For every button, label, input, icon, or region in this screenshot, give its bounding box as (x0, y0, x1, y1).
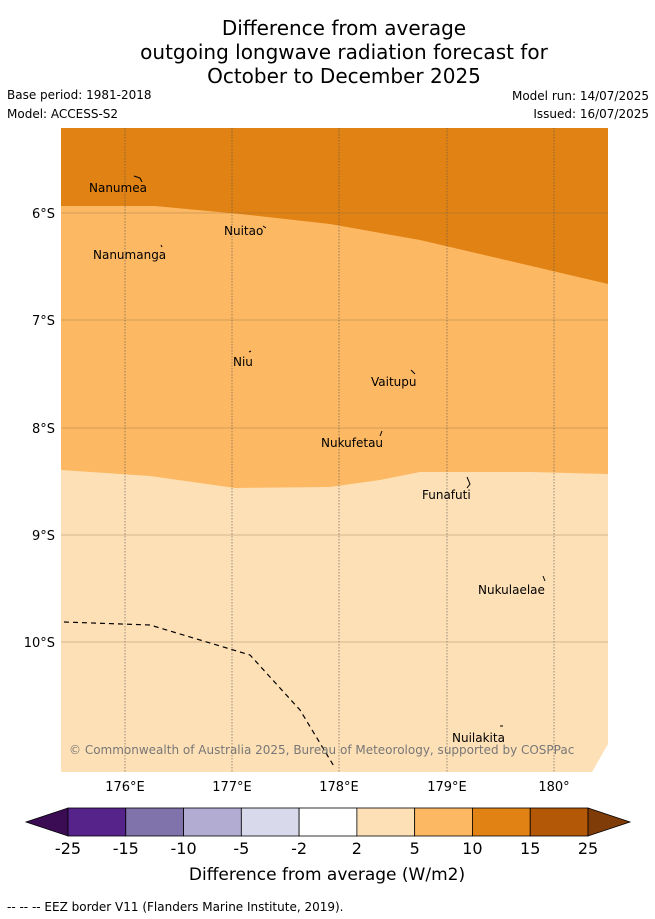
colorbar-arrow-low (24, 807, 69, 837)
islands (133, 175, 546, 727)
title-line-1: Difference from average (221, 16, 467, 40)
colorbar-tick-label: -5 (233, 839, 249, 858)
latitude-lines (61, 212, 608, 643)
eez-border-line (63, 621, 336, 769)
island-nanumanga-shape (160, 244, 163, 248)
place-label-nuilakita: Nuilakita (452, 731, 505, 745)
colorbar-cell (67, 807, 127, 837)
island-niu-shape (248, 350, 252, 353)
colorbar-tick-label: -10 (170, 839, 196, 858)
colorbar-tick-label: -2 (291, 839, 307, 858)
island-funafuti-shape (466, 476, 471, 489)
eez-legend-text: -- -- -- EEZ border V11 (Flanders Marine… (7, 900, 344, 914)
title-line-3: October to December 2025 (207, 64, 481, 88)
island-vaitupu-shape (410, 369, 416, 375)
colorbar-cell (472, 807, 531, 837)
colorbar-tick-label: 25 (578, 839, 598, 858)
place-label-funafuti: Funafuti (422, 488, 471, 502)
colorbar-cell (298, 807, 358, 837)
lat-tick-label: 10°S (24, 636, 55, 651)
copyright-text: © Commonwealth of Australia 2025, Bureau… (69, 743, 574, 757)
lat-tick-label: 7°S (32, 314, 55, 329)
colorbar-cells (67, 807, 589, 837)
colorbar-tick-label: 10 (462, 839, 482, 858)
issued-text: Issued: 16/07/2025 (533, 107, 649, 121)
colorbar-tick-label: 15 (520, 839, 540, 858)
colorbar-tick-label: 2 (352, 839, 362, 858)
place-label-nukufetau: Nukufetau (321, 436, 383, 450)
island-nuitao-shape (262, 225, 267, 229)
colorbar-tick-label: -15 (113, 839, 139, 858)
place-label-niu: Niu (233, 355, 253, 369)
place-label-nuitao: Nuitao (224, 224, 263, 238)
colorbar-cell (414, 807, 473, 837)
band-10-to-15 (61, 128, 608, 284)
colorbar-tick-label: 5 (410, 839, 420, 858)
model-run-text: Model run: 14/07/2025 (511, 89, 649, 103)
graticule (124, 128, 555, 772)
model-text: Model: ACCESS-S2 (7, 107, 119, 121)
colorbar-cell (240, 807, 300, 837)
island-nanumea-shape (133, 175, 143, 183)
place-label-nanumea: Nanumea (89, 181, 147, 195)
lon-tick-label: 176°E (105, 780, 145, 795)
colorbar-cell (356, 807, 416, 837)
lat-tick-label: 6°S (32, 207, 55, 222)
lat-tick-label: 8°S (32, 422, 55, 437)
colorbar-tick-label: -25 (55, 839, 81, 858)
lat-tick-label: 9°S (32, 529, 55, 544)
place-label-nanumanga: Nanumanga (93, 248, 166, 262)
island-nukulaelae-shape (542, 575, 546, 582)
colorbar-cell (125, 807, 184, 837)
base-period-text: Base period: 1981-2018 (7, 88, 152, 102)
lon-tick-label: 177°E (212, 780, 252, 795)
lon-tick-label: 180° (538, 780, 569, 795)
map-panel (61, 128, 608, 772)
colorbar-cell (183, 807, 242, 837)
colorbar-cell (529, 807, 589, 837)
colorbar (24, 807, 632, 837)
title-line-2: outgoing longwave radiation forecast for (140, 40, 548, 64)
colorbar-arrow-high (587, 807, 632, 837)
colorbar-label: Difference from average (W/m2) (189, 865, 465, 885)
place-label-vaitupu: Vaitupu (371, 375, 417, 389)
map-corner-mask (592, 744, 608, 772)
lon-tick-label: 179°E (427, 780, 467, 795)
island-nukufetau-shape (379, 430, 383, 437)
map-title: Difference from average outgoing longwav… (0, 16, 655, 88)
place-label-nukulaelae: Nukulaelae (478, 583, 545, 597)
lon-tick-label: 178°E (319, 780, 359, 795)
